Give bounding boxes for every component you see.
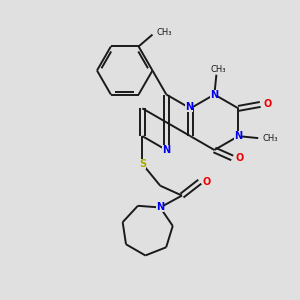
Text: N: N — [234, 131, 242, 141]
Text: O: O — [202, 177, 211, 187]
Text: N: N — [162, 145, 170, 155]
Text: N: N — [210, 89, 218, 100]
Text: O: O — [263, 99, 271, 110]
Text: N: N — [185, 102, 194, 112]
Text: CH₃: CH₃ — [262, 134, 278, 142]
Text: CH₃: CH₃ — [211, 65, 226, 74]
Text: N: N — [156, 202, 164, 212]
Text: CH₃: CH₃ — [157, 28, 172, 37]
Text: O: O — [235, 153, 243, 163]
Text: S: S — [139, 159, 146, 169]
